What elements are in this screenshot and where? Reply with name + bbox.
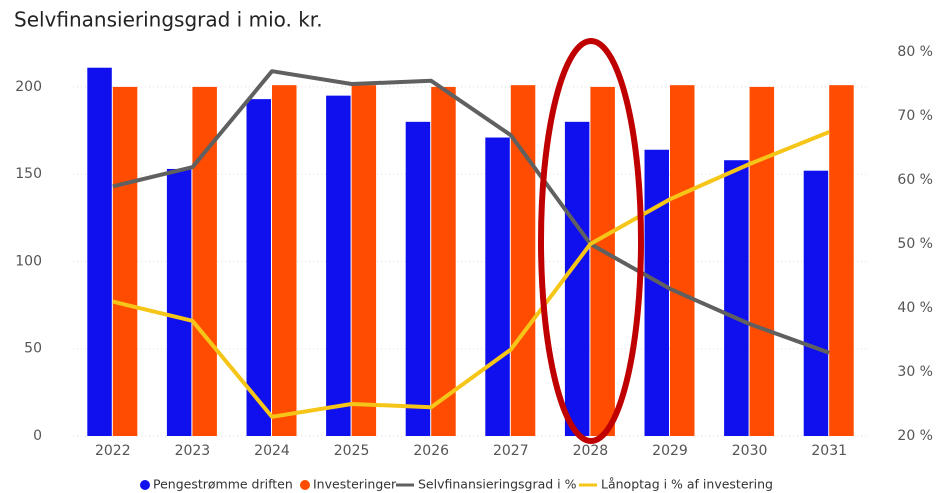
line	[112, 69, 830, 355]
legend-label: Selvfinansieringsgrad i %	[418, 477, 577, 492]
y-tick-label: 100	[15, 253, 42, 269]
legend-label: Lånoptag i % af investering	[601, 477, 773, 492]
bar	[326, 95, 351, 437]
y2-tick-label: 20 %	[897, 428, 933, 444]
bar	[644, 149, 669, 436]
x-tick-label: 2025	[334, 443, 370, 459]
legend-label: Investeringer	[313, 477, 397, 492]
y-tick-label: 0	[33, 428, 42, 444]
bar	[431, 86, 456, 436]
x-tick-label: 2027	[493, 443, 529, 459]
y-tick-label: 200	[15, 79, 42, 95]
bar	[485, 137, 510, 436]
x-tick-label: 2030	[732, 443, 768, 459]
bar	[351, 85, 377, 436]
x-tick-label: 2024	[254, 443, 290, 459]
bar	[724, 160, 749, 436]
bar	[246, 99, 271, 437]
line	[112, 130, 830, 419]
y2-tick-label: 40 %	[897, 300, 933, 316]
bar	[803, 170, 829, 436]
chart-title: Selvfinansieringsgrad i mio. kr.	[14, 8, 323, 32]
bar	[749, 86, 775, 436]
bar	[829, 85, 854, 436]
y2-tick-label: 50 %	[897, 236, 933, 252]
bar	[564, 121, 590, 437]
x-tick-label: 2029	[652, 443, 688, 459]
y-tick-label: 150	[15, 166, 42, 182]
bar	[87, 67, 112, 436]
x-tick-label: 2022	[95, 443, 131, 459]
x-tick-label: 2026	[413, 443, 449, 459]
legend-swatch	[140, 480, 150, 490]
bar	[166, 168, 192, 437]
bar	[112, 86, 138, 436]
highlight-ellipse	[538, 38, 644, 444]
y2-tick-label: 30 %	[897, 364, 933, 380]
legend-swatch	[300, 480, 310, 490]
bar	[272, 85, 297, 436]
y2-tick-label: 70 %	[897, 108, 933, 124]
x-tick-label: 2023	[175, 443, 211, 459]
y2-tick-label: 80 %	[897, 44, 933, 60]
x-tick-label: 2028	[573, 443, 609, 459]
legend-label: Pengestrømme driften	[153, 477, 293, 492]
y2-tick-label: 60 %	[897, 172, 933, 188]
bar	[670, 85, 695, 436]
x-tick-label: 2031	[811, 443, 847, 459]
y-tick-label: 50	[24, 341, 42, 357]
bar	[590, 86, 615, 436]
bar	[405, 121, 431, 437]
